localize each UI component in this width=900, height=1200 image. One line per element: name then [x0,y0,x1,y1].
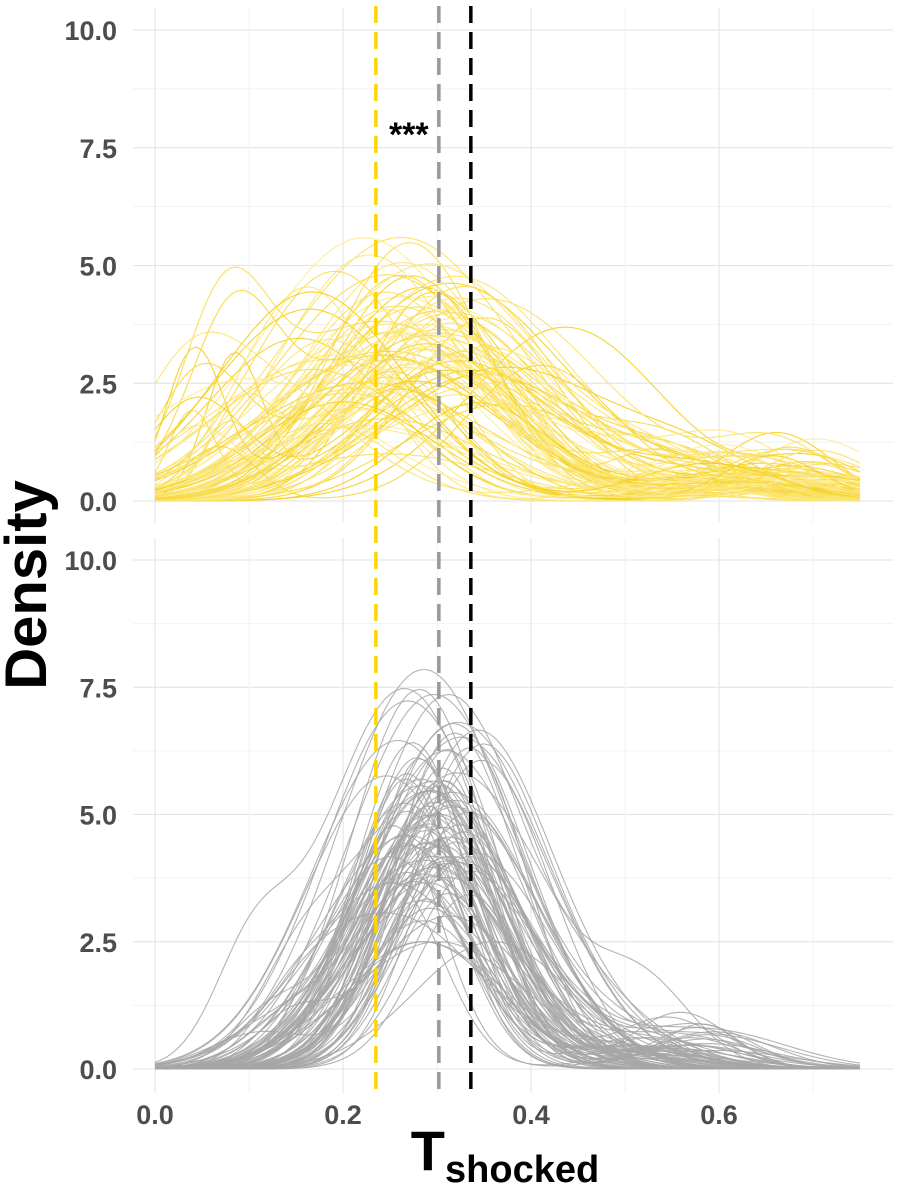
density-curve [155,339,861,502]
density-curve [154,328,861,497]
density-curve [155,732,861,1070]
density-curve [155,841,860,1070]
density-curve [155,861,860,1070]
density-curve [154,291,861,498]
density-curve [154,339,861,501]
x-axis-title-subscript: shocked [445,1149,599,1191]
density-curve [154,275,861,496]
x-tick-label: 0.4 [512,1100,550,1130]
density-curve [155,350,861,502]
y-tick-label: 7.5 [79,134,117,164]
density-curve [155,841,860,1070]
panel-bottom: 0.0 2.5 5.0 7.5 10.0 [64,538,893,1093]
density-curve [154,305,861,498]
density-curve [155,876,861,1070]
density-curve [154,360,860,502]
x-axis-ticks: 0.0 0.2 0.4 0.6 [136,1100,738,1130]
y-tick-label: 10.0 [64,16,117,46]
density-curve [154,407,861,495]
y-axis-title: Density [0,480,59,690]
y-tick-label: 7.5 [79,673,117,703]
x-axis-title: Tshocked [411,1119,599,1191]
panel-top: 0.0 2.5 5.0 7.5 10.0 [64,8,893,523]
density-curve [155,767,860,1070]
density-curve [154,343,861,500]
density-curve [154,254,861,497]
density-curve [155,825,861,1070]
density-curve [154,392,860,502]
density-curve [154,347,861,502]
y-tick-label: 0.0 [79,487,117,517]
density-curve [154,329,861,499]
density-curve [154,693,860,1070]
density-curve [154,377,861,497]
density-curve [154,261,861,493]
density-curve [154,286,860,502]
x-tick-label: 0.6 [700,1100,738,1130]
density-curve [154,418,861,500]
density-curve [154,382,861,494]
density-curve [155,295,861,502]
y-tick-label: 10.0 [64,546,117,576]
density-curve [154,842,860,1070]
y-tick-label: 5.0 [79,801,117,831]
y-tick-label: 5.0 [79,252,117,282]
density-curve [154,941,860,1070]
significance-annotation: *** [389,116,429,154]
density-curve [154,369,861,499]
x-axis-title-main: T [411,1119,445,1182]
density-curve [154,424,861,502]
density-curve [154,700,860,1070]
x-tick-label: 0.0 [136,1100,174,1130]
density-curve [154,668,860,1070]
y-tick-label: 2.5 [79,928,117,958]
density-curve [155,780,861,1070]
y-tick-label: 0.0 [79,1055,117,1085]
y-tick-label: 2.5 [79,369,117,399]
x-tick-label: 0.2 [324,1100,362,1130]
density-curve [155,742,860,1070]
density-curve [154,920,861,1070]
